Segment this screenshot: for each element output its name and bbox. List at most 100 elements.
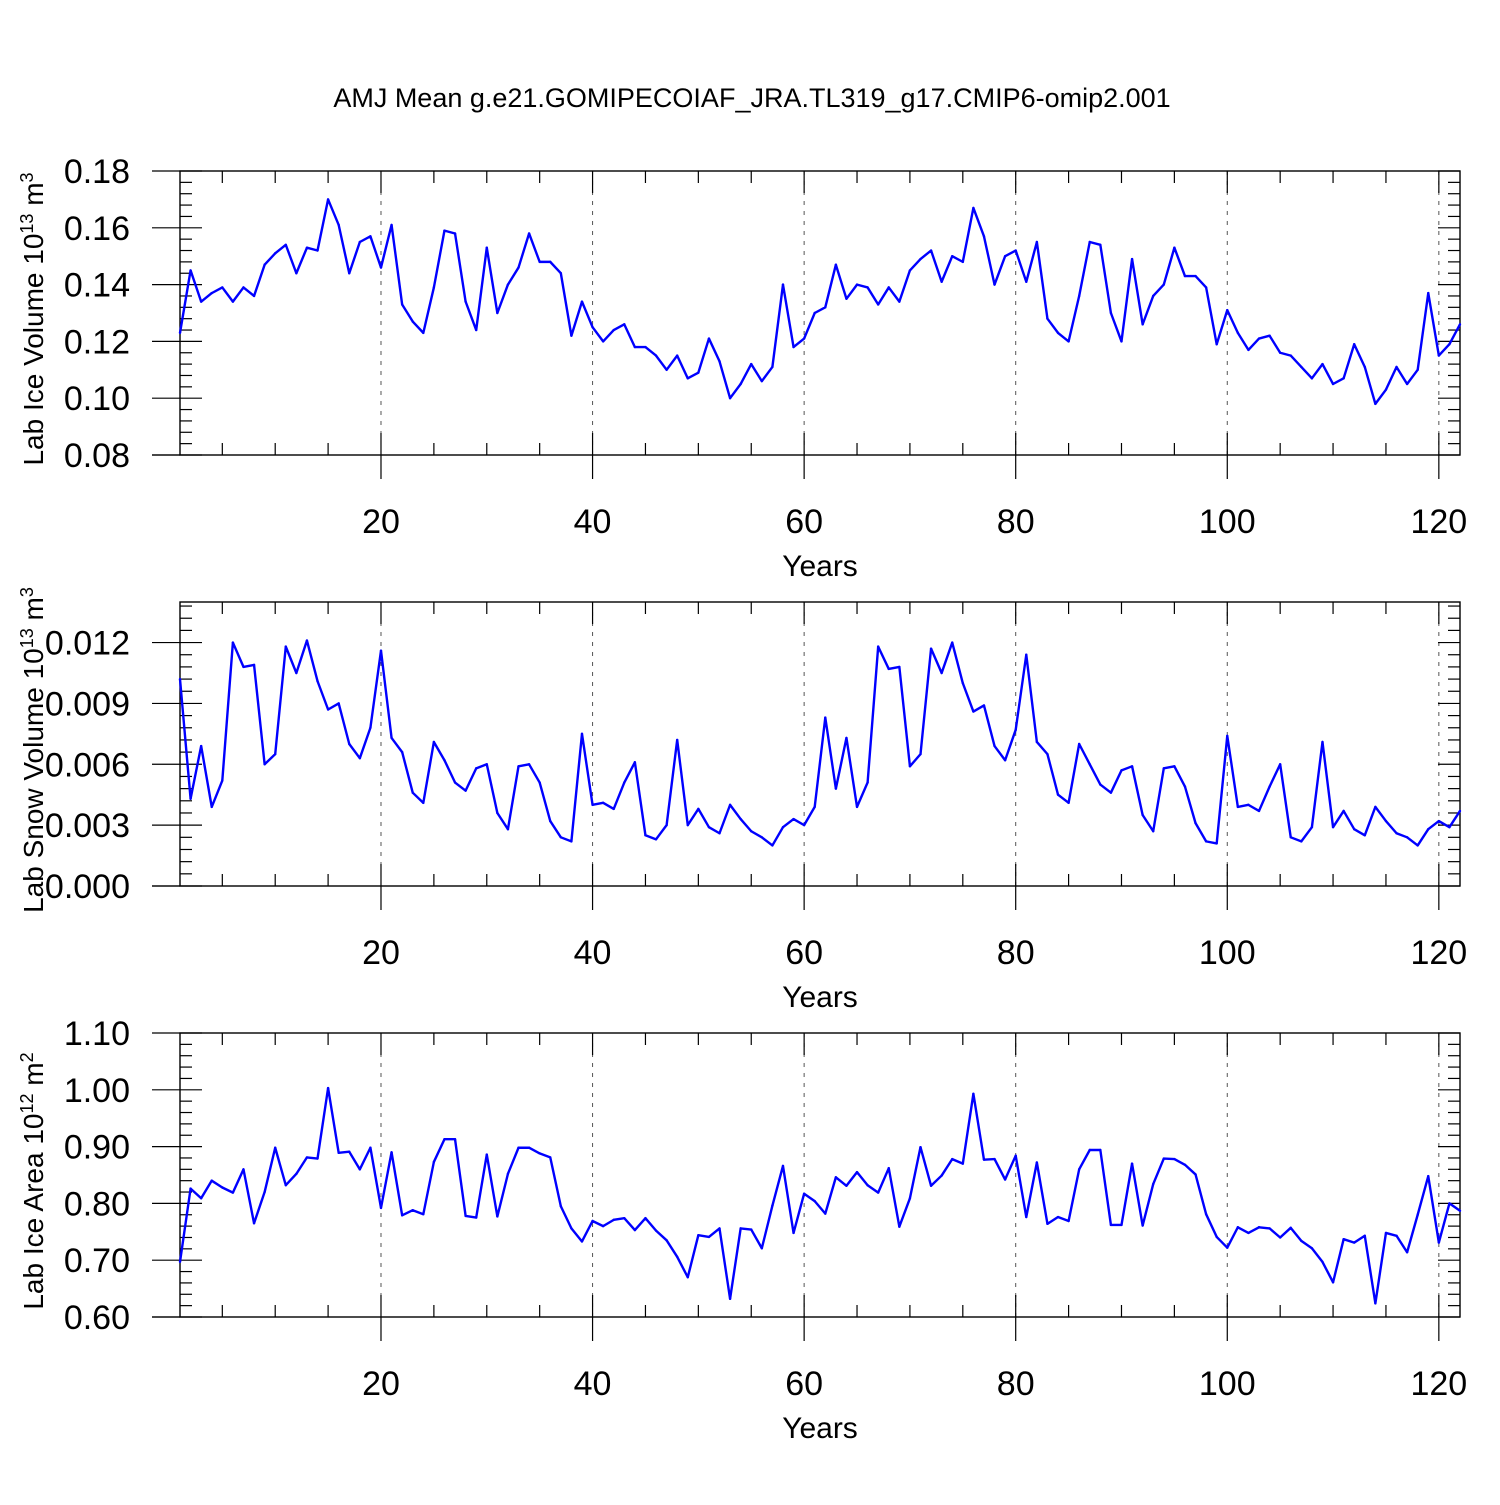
data-point: [1427, 828, 1430, 831]
data-point: [274, 752, 277, 756]
data-point: [178, 331, 182, 335]
y-tick-label: 0.012: [45, 625, 130, 663]
data-point: [1363, 365, 1366, 369]
y-label-unit-exponent: 2: [17, 1052, 37, 1062]
data-point: [549, 819, 552, 823]
y-tick-label: 0.90: [64, 1129, 130, 1167]
data-point: [231, 300, 235, 303]
data-point: [210, 805, 213, 809]
data-point: [337, 223, 340, 227]
data-point: [665, 823, 668, 827]
data-point: [1099, 1148, 1102, 1152]
y-label-unit-exponent: 3: [17, 587, 37, 597]
data-point: [1395, 365, 1398, 369]
data-point: [1035, 240, 1039, 244]
data-point: [369, 235, 372, 238]
data-point: [866, 1184, 869, 1187]
data-point: [993, 744, 996, 748]
data-point: [802, 337, 806, 340]
data-point: [887, 286, 890, 289]
data-point: [199, 744, 203, 748]
data-point: [189, 797, 192, 800]
data-point: [348, 272, 351, 275]
data-point: [982, 235, 986, 238]
data-point: [707, 1235, 711, 1239]
data-point: [1120, 340, 1123, 343]
data-point: [1046, 752, 1049, 756]
data-point: [1109, 1223, 1113, 1227]
x-tick-label: 40: [574, 934, 612, 972]
data-point: [1300, 1239, 1303, 1243]
data-point: [252, 663, 256, 667]
data-point: [1353, 828, 1356, 831]
data-point: [1226, 308, 1229, 312]
data-point: [485, 246, 488, 249]
data-point: [866, 286, 869, 289]
data-point: [1025, 280, 1028, 283]
data-point: [898, 300, 901, 303]
data-point: [1289, 354, 1292, 357]
y-tick-label: 0.08: [64, 437, 130, 475]
data-point: [1014, 1154, 1017, 1157]
data-point: [961, 1162, 965, 1165]
x-tick-label: 100: [1199, 934, 1256, 972]
data-point: [876, 1191, 880, 1194]
data-point: [1321, 1260, 1324, 1264]
data-point: [1077, 742, 1081, 746]
data-point: [1289, 836, 1292, 839]
y-label-exponent: 12: [17, 1093, 37, 1113]
x-tick-label: 20: [362, 503, 400, 541]
data-point: [1363, 1234, 1366, 1237]
data-point: [633, 1228, 637, 1232]
data-point: [369, 1146, 372, 1149]
data-point: [263, 763, 266, 766]
data-point: [940, 671, 943, 675]
data-point: [951, 1157, 954, 1161]
data-point: [993, 1157, 996, 1161]
data-point: [1226, 1246, 1229, 1249]
data-point: [1162, 283, 1166, 286]
data-point: [1405, 382, 1409, 386]
data-point: [834, 787, 838, 790]
data-point: [485, 1153, 488, 1156]
data-point: [887, 667, 890, 671]
data-point: [1109, 791, 1113, 794]
data-point: [750, 830, 753, 833]
data-point: [464, 300, 467, 303]
y-tick-label: 0.70: [64, 1242, 130, 1280]
data-point: [929, 647, 933, 650]
y-label-exponent: 13: [17, 628, 37, 648]
data-point: [601, 801, 605, 805]
data-point: [527, 1146, 531, 1149]
data-point: [242, 286, 245, 289]
data-point: [199, 300, 203, 303]
data-point: [570, 1227, 573, 1230]
y-tick-label: 0.000: [45, 868, 130, 906]
x-axis-label: Years: [782, 1412, 858, 1445]
data-point: [866, 781, 869, 784]
data-point: [1395, 1234, 1398, 1237]
data-point: [961, 681, 965, 685]
data-point: [178, 1260, 182, 1264]
data-point: [855, 283, 859, 286]
data-point: [601, 340, 605, 343]
y-tick-label: 0.12: [64, 323, 130, 361]
data-point: [686, 823, 689, 827]
data-point: [1405, 836, 1409, 839]
data-point: [390, 223, 393, 227]
data-point: [263, 263, 266, 266]
data-point: [432, 1160, 436, 1164]
chart-title: AMJ Mean g.e21.GOMIPECOIAF_JRA.TL319_g17…: [333, 83, 1170, 113]
data-point: [1236, 805, 1240, 809]
data-point: [400, 750, 404, 754]
data-point: [951, 255, 954, 258]
data-point: [475, 1216, 478, 1219]
data-point: [1152, 1182, 1155, 1186]
data-point: [284, 1184, 287, 1187]
data-point: [295, 671, 298, 675]
data-point: [400, 303, 404, 306]
data-point: [210, 291, 213, 295]
data-point: [644, 345, 647, 349]
data-point: [728, 1297, 732, 1301]
data-point: [1300, 840, 1303, 843]
